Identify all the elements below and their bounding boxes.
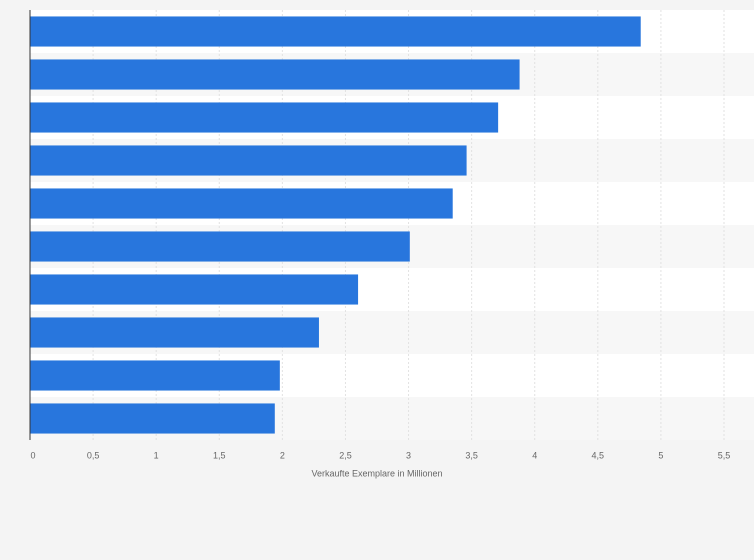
x-tick-label: 1	[154, 450, 159, 460]
x-tick-label: 4	[532, 450, 537, 460]
bar	[30, 403, 275, 434]
x-tick-label: 0	[30, 450, 35, 460]
bar	[30, 231, 410, 262]
bar	[30, 317, 319, 348]
x-tick-label: 4,5	[592, 450, 605, 460]
bar	[30, 145, 467, 176]
bar	[30, 360, 280, 391]
bar	[30, 102, 499, 133]
x-tick-label: 1,5	[213, 450, 226, 460]
x-tick-label: 2	[280, 450, 285, 460]
x-tick-label: 5	[658, 450, 663, 460]
x-axis-label: Verkaufte Exemplare in Millionen	[311, 468, 442, 478]
bar	[30, 16, 641, 47]
x-tick-label: 3	[406, 450, 411, 460]
x-tick-label: 5,5	[718, 450, 731, 460]
x-tick-label: 2,5	[339, 450, 352, 460]
x-tick-label: 0,5	[87, 450, 100, 460]
bar	[30, 188, 453, 219]
x-tick-label: 3,5	[465, 450, 478, 460]
bar	[30, 274, 359, 305]
bar	[30, 59, 520, 90]
